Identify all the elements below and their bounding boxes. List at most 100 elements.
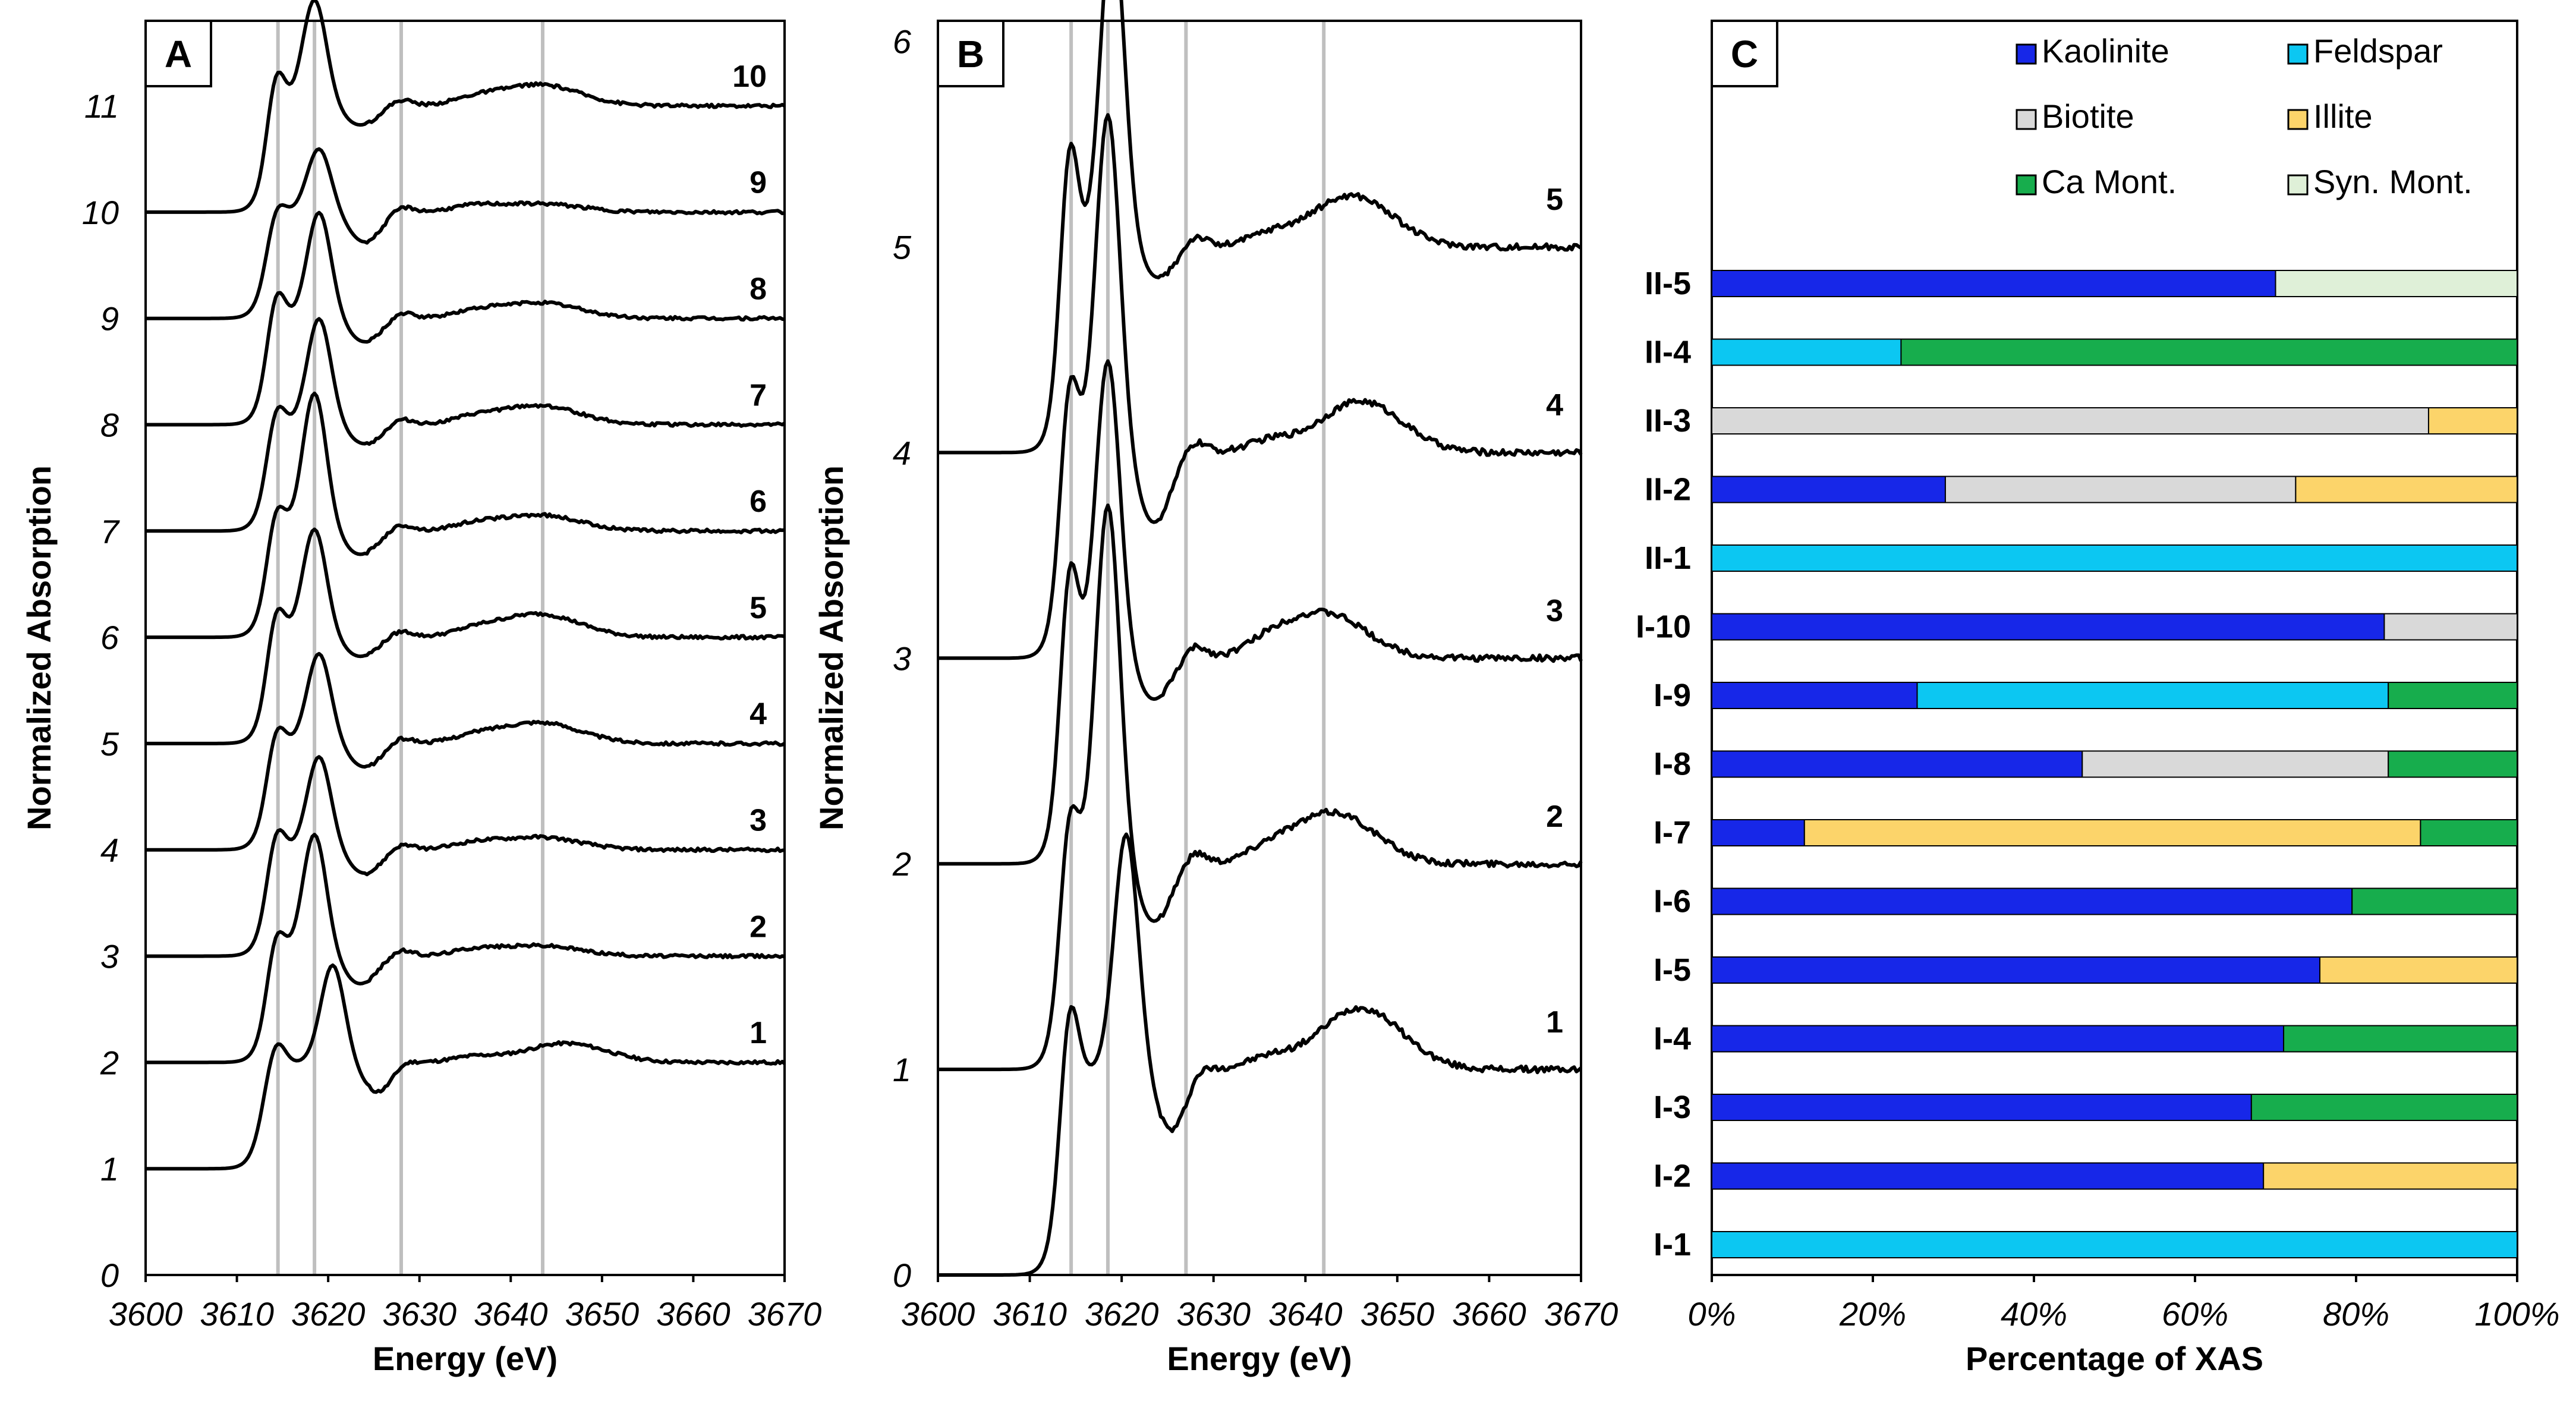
plot-frame: [937, 20, 1582, 1276]
bar-ii-5-kaolinite: [1711, 270, 2276, 297]
category-label: II-4: [1645, 335, 1691, 370]
bar-i-2-illite: [2263, 1162, 2518, 1190]
spectrum-2: [938, 503, 1583, 1072]
y-tick-label: 11: [84, 87, 119, 125]
spectrum-label-4: 4: [1546, 388, 1563, 423]
legend-label: Illite: [2313, 97, 2373, 135]
spectrum-8: [146, 210, 785, 427]
spectrum-5: [146, 527, 785, 745]
x-tick-label: 3600: [901, 1295, 975, 1333]
spectrum-2: [146, 833, 786, 1065]
y-tick-label: 7: [100, 512, 120, 550]
category-label: II-1: [1645, 540, 1691, 576]
x-axis-label: Percentage of XAS: [1966, 1340, 2263, 1377]
bar-i-3-kaolinite: [1711, 1094, 2252, 1121]
panel-letter-box: [144, 20, 212, 87]
bar-ii-2-illite: [2295, 476, 2518, 503]
y-tick-label: 2: [892, 845, 911, 883]
x-tick-label: 80%: [2323, 1295, 2389, 1333]
spectrum-label-6: 6: [750, 484, 767, 519]
plot-frame: [144, 20, 786, 1276]
x-tick-label: 3660: [656, 1295, 730, 1333]
x-tick-label: 3630: [1176, 1295, 1251, 1333]
bar-ii-1-feldspar: [1711, 544, 2518, 572]
spectrum-label-1: 1: [1546, 1005, 1563, 1040]
category-label: I-1: [1654, 1227, 1691, 1263]
bar-i-4-ca-mont-: [2283, 1025, 2518, 1053]
y-tick-label: 9: [100, 300, 119, 338]
x-tick-label: 3610: [200, 1295, 274, 1333]
legend-label: Syn. Mont.: [2313, 163, 2473, 200]
spectrum-label-7: 7: [750, 378, 767, 413]
spectrum-label-9: 9: [750, 166, 767, 200]
x-tick-label: 3670: [748, 1295, 822, 1333]
panel-b: 1 2 3 4 5 B 3600 3610 3620 3630 3640 3650 3660 3670 0 1…: [813, 0, 1618, 1377]
y-tick-label: 10: [82, 194, 119, 231]
x-tick-label: 3650: [565, 1295, 640, 1333]
panel-c: C Kaolinite Feldspar Biotite Illite Ca Mont. S…: [1636, 20, 2560, 1377]
spectrum-label-2: 2: [1546, 799, 1563, 834]
x-tick-label: 3630: [382, 1295, 456, 1333]
bar-ii-2-biotite: [1944, 476, 2297, 503]
category-label: I-9: [1654, 678, 1691, 713]
bar-ii-4-ca-mont-: [1900, 338, 2518, 366]
y-tick-label: 3: [100, 938, 119, 975]
spectrum-label-4: 4: [750, 697, 767, 732]
bar-ii-4-feldspar: [1711, 338, 1902, 366]
bar-i-2-kaolinite: [1711, 1162, 2265, 1190]
category-label: I-10: [1636, 609, 1691, 645]
spectrum-3: [938, 359, 1583, 866]
spectrum-label-1: 1: [750, 1016, 767, 1050]
y-tick-label: 1: [893, 1051, 911, 1088]
legend-swatch-feldspar: [2287, 43, 2309, 65]
x-tick-label: 60%: [2162, 1295, 2228, 1333]
bar-i-5-illite: [2319, 956, 2518, 984]
y-tick-label: 8: [100, 406, 119, 443]
category-label: I-2: [1654, 1158, 1691, 1194]
category-label: II-5: [1645, 266, 1691, 301]
category-label: I-3: [1654, 1090, 1691, 1125]
bar-i-7-kaolinite: [1711, 819, 1805, 846]
bar-i-9-feldspar: [1916, 682, 2389, 709]
category-label: I-8: [1654, 747, 1691, 782]
y-tick-label: 0: [893, 1257, 911, 1294]
bar-i-8-biotite: [2081, 750, 2389, 778]
legend-swatch-illite: [2287, 109, 2309, 130]
spectrum-label-10: 10: [732, 59, 767, 94]
y-axis-label: Normalized Absorption: [813, 465, 850, 830]
x-tick-label: 3620: [291, 1295, 366, 1333]
panel-letter: C: [1731, 33, 1758, 75]
y-tick-label: 1: [100, 1150, 119, 1188]
spectrum-label-2: 2: [750, 909, 767, 944]
spectrum-4: [938, 113, 1583, 660]
x-tick-label: 3640: [1268, 1295, 1343, 1333]
x-tick-label: 3650: [1361, 1295, 1435, 1333]
spectrum-4: [146, 651, 786, 852]
spectrum-6: [146, 391, 785, 640]
x-tick-label: 3640: [474, 1295, 548, 1333]
spectrum-label-8: 8: [750, 272, 767, 306]
spectrum-1: [146, 963, 786, 1171]
bar-ii-2-kaolinite: [1711, 476, 1946, 503]
spectrum-3: [146, 755, 785, 958]
panel-letter-box: [1711, 20, 1778, 87]
category-label: I-4: [1654, 1021, 1691, 1057]
y-axis-label: Normalized Absorption: [20, 465, 58, 830]
legend-swatch-syn-mont-: [2287, 174, 2309, 196]
bar-i-7-ca-mont-: [2420, 819, 2518, 846]
spectrum-7: [146, 317, 786, 533]
bar-i-3-ca-mont-: [2250, 1094, 2518, 1121]
category-label: II-2: [1645, 472, 1691, 508]
category-label: I-7: [1654, 815, 1691, 851]
spectrum-label-3: 3: [1546, 594, 1563, 628]
bar-i-9-ca-mont-: [2388, 682, 2518, 709]
category-label: I-5: [1654, 952, 1691, 988]
x-tick-label: 20%: [1839, 1295, 1906, 1333]
x-tick-label: 100%: [2474, 1295, 2559, 1333]
bar-i-6-ca-mont-: [2351, 887, 2518, 915]
x-tick-label: 3610: [993, 1295, 1067, 1333]
y-tick-label: 3: [893, 640, 911, 677]
panel-letter: B: [957, 33, 984, 75]
